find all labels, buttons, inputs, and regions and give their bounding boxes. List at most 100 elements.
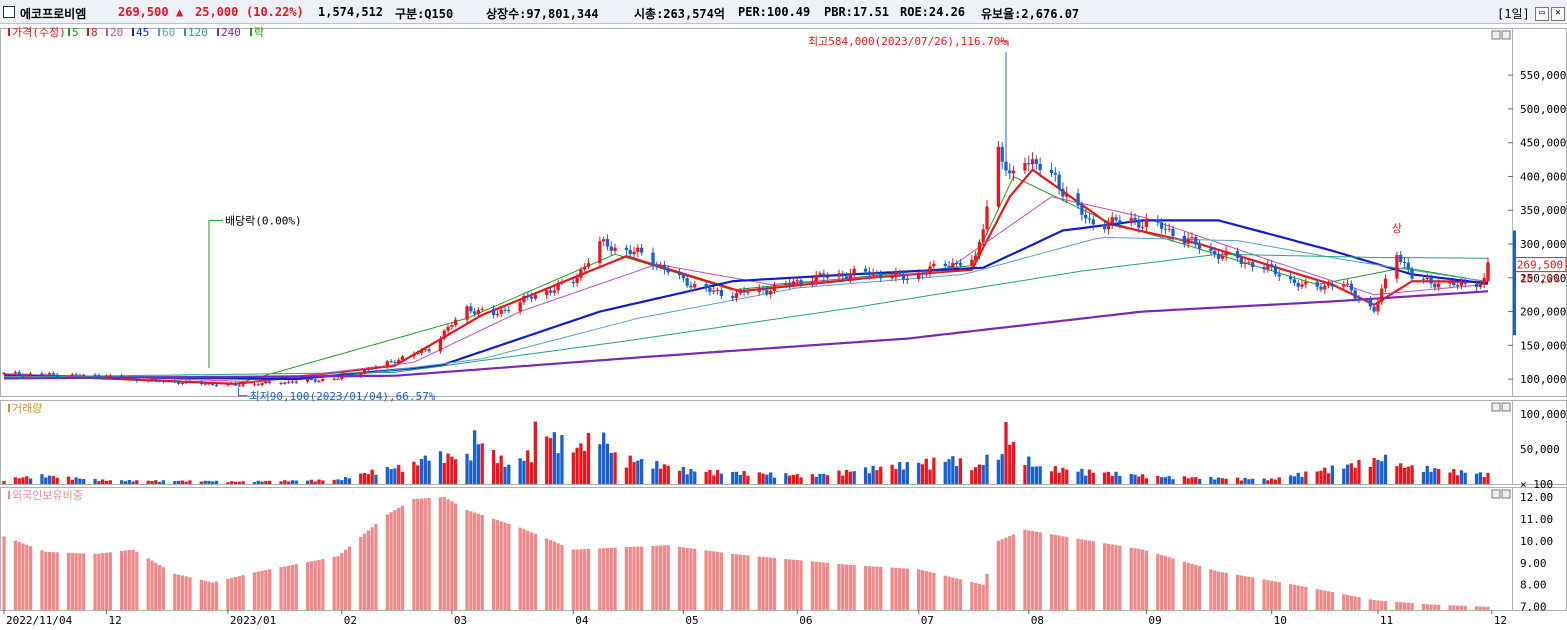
- period-selector[interactable]: [1일]: [1497, 7, 1530, 21]
- candle-body: [1167, 228, 1171, 230]
- panel-maximize-icon[interactable]: [1501, 489, 1511, 499]
- foreign-bar: [1296, 585, 1300, 610]
- candle-body: [825, 276, 830, 278]
- volume-bar: [1106, 471, 1111, 484]
- candle-body: [1247, 262, 1251, 264]
- foreign-bar: [799, 560, 803, 610]
- candle-body: [279, 382, 283, 384]
- foreign-bar: [1076, 538, 1080, 610]
- foreign-bar: [632, 546, 636, 610]
- candle-body: [1144, 219, 1149, 227]
- volume-bar: [131, 481, 135, 484]
- foreign-bar: [1197, 566, 1202, 610]
- volume-bar: [1144, 478, 1149, 484]
- candle-body: [184, 380, 188, 383]
- candle-body: [211, 383, 215, 385]
- axis-frame-1: [1512, 400, 1567, 485]
- volume-bar: [412, 461, 416, 484]
- candle-body: [1159, 222, 1164, 229]
- x-tick-label: 03: [454, 614, 467, 627]
- foreign-bar: [1129, 547, 1133, 610]
- foreign-bar: [51, 552, 55, 610]
- candle-body: [1292, 279, 1297, 283]
- volume-bar: [332, 479, 336, 484]
- foreign-bar: [947, 576, 951, 610]
- candle-body: [799, 280, 803, 285]
- volume-bar: [28, 478, 33, 484]
- volume-bar: [1448, 472, 1452, 484]
- candle-body: [78, 375, 82, 377]
- candle-body: [996, 146, 1001, 207]
- candle-body: [955, 262, 959, 264]
- candle-body: [495, 313, 500, 316]
- panel-minimize-icon[interactable]: [1491, 402, 1501, 412]
- volume-bar: [1197, 478, 1202, 484]
- volume-bar: [518, 458, 522, 484]
- volume-bar: [237, 481, 241, 484]
- volume-bar: [1110, 475, 1114, 484]
- panel-minimize-icon[interactable]: [1491, 489, 1501, 499]
- volume-bar: [522, 460, 526, 484]
- panel-maximize-icon[interactable]: [1501, 30, 1511, 40]
- foreign-bar: [624, 547, 629, 610]
- panel-maximize-icon[interactable]: [1501, 402, 1511, 412]
- candle-body: [1239, 257, 1243, 264]
- candle-body: [662, 264, 667, 270]
- candle-body: [734, 293, 739, 298]
- volume-bar: [958, 458, 963, 484]
- candle-body: [1326, 284, 1331, 286]
- restore-icon[interactable]: ▭: [1535, 7, 1549, 21]
- foreign-bar: [1342, 594, 1346, 610]
- candle-body: [427, 349, 431, 352]
- candle-body: [985, 206, 989, 230]
- legend-item-8: 8: [91, 26, 98, 39]
- volume-bar: [996, 459, 1001, 484]
- volume-bar: [507, 464, 511, 484]
- foreign-bar: [1266, 580, 1270, 610]
- candle-body: [465, 306, 469, 320]
- foreign-bar: [981, 584, 985, 610]
- candle-body: [1137, 219, 1141, 228]
- foreign-bar: [841, 564, 845, 610]
- candle-body: [127, 377, 131, 379]
- foreign-bar: [1463, 605, 1467, 610]
- foreign-bar: [825, 562, 830, 610]
- foreign-bar: [818, 562, 822, 610]
- foreign-bar: [207, 581, 211, 610]
- candle-body: [658, 264, 663, 266]
- candle-body: [55, 374, 59, 378]
- candle-body: [332, 378, 336, 380]
- candle-body: [715, 289, 720, 291]
- close-icon[interactable]: ✕: [1551, 7, 1565, 21]
- candle-body: [1357, 298, 1361, 300]
- volume-bar: [575, 447, 579, 484]
- foreign-bar: [135, 551, 139, 610]
- foreign-bar: [681, 547, 686, 610]
- foreign-bar: [1288, 584, 1293, 610]
- candle-body: [51, 373, 55, 375]
- volume-bar: [655, 461, 659, 484]
- candle-body: [784, 283, 788, 285]
- foreign-bar: [1011, 534, 1016, 610]
- candle-body: [150, 378, 154, 380]
- candle-body: [268, 381, 272, 383]
- legend-item-120: 120: [188, 26, 208, 39]
- volume-bar: [943, 461, 947, 484]
- candle-body: [795, 280, 799, 282]
- panel-minimize-icon[interactable]: [1491, 30, 1501, 40]
- foreign-bar: [613, 547, 617, 610]
- volume-bar: [579, 443, 583, 484]
- candle-body: [613, 247, 617, 251]
- volume-bar: [681, 467, 686, 484]
- volume-bar: [393, 468, 397, 484]
- volume-bar: [1459, 470, 1464, 484]
- volume-bar: [450, 456, 454, 484]
- legend-item-60: 60: [162, 26, 175, 39]
- foreign-bar: [977, 583, 982, 610]
- volume-bar: [1239, 480, 1243, 484]
- candle-body: [13, 372, 18, 374]
- volume-bar: [1273, 479, 1278, 484]
- foreign-bar: [1137, 548, 1141, 610]
- window-checkbox[interactable]: [3, 6, 15, 18]
- foreign-bar: [1247, 576, 1251, 610]
